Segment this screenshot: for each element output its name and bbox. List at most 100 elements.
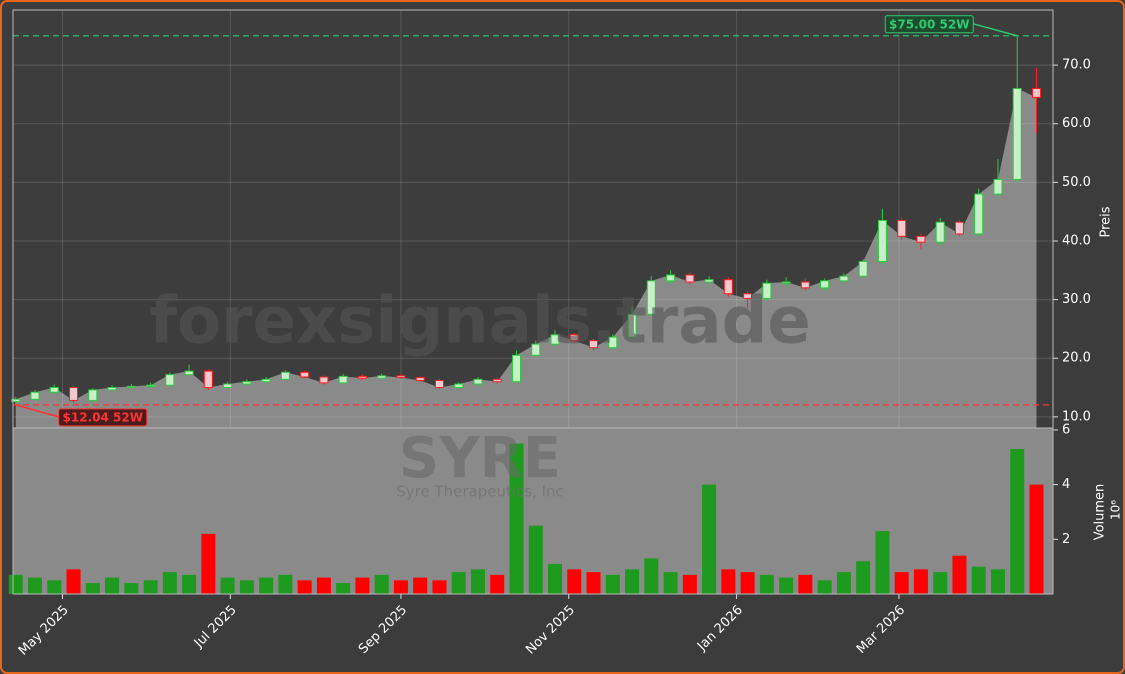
volume-bar	[586, 572, 601, 594]
volume-bar	[933, 572, 948, 594]
y-tick-label: 30.0	[1062, 292, 1091, 307]
candle-body	[800, 281, 810, 289]
volume-bar	[182, 574, 197, 594]
candle-body	[762, 282, 772, 299]
annotation-label: $12.04 52W	[63, 410, 143, 424]
candle-body	[146, 384, 156, 387]
volume-bar	[28, 577, 43, 594]
volume-bar	[625, 569, 640, 594]
volume-bar	[894, 572, 909, 594]
y-tick-label: 20.0	[1062, 351, 1091, 366]
volume-bar	[817, 580, 832, 594]
volume-bar	[702, 484, 717, 594]
volume-bar	[162, 572, 177, 594]
candle-body	[1012, 88, 1022, 180]
candle-body	[377, 375, 387, 379]
volume-bar	[278, 574, 293, 594]
candle-body	[627, 313, 637, 338]
volume-bar	[567, 569, 582, 594]
candle-body	[839, 275, 849, 282]
volume-bar	[220, 577, 235, 594]
candle-body	[300, 371, 310, 378]
candle-body	[897, 219, 907, 237]
volume-bar	[105, 577, 120, 594]
volume-bar	[413, 577, 428, 594]
volume-bar	[1010, 449, 1025, 594]
candle-body	[434, 380, 444, 389]
candle-body	[743, 293, 753, 299]
volume-bar	[355, 577, 370, 594]
candle-body	[511, 354, 521, 383]
volume-bar	[393, 580, 408, 594]
candle-body	[184, 370, 194, 376]
volume-bar	[66, 569, 81, 594]
volume-bar	[740, 572, 755, 594]
volume-bar	[239, 580, 254, 594]
volume-bar	[663, 572, 678, 594]
company-watermark: Syre Therapeutics, Inc	[396, 483, 564, 501]
volume-bar	[875, 531, 890, 594]
volume-bar	[548, 563, 563, 594]
y-axis-label: Preis	[1099, 206, 1114, 237]
candle-body	[454, 383, 464, 389]
candle-body	[280, 371, 290, 380]
close-area	[15, 88, 1037, 429]
candle-body	[396, 375, 406, 379]
volume-bar	[913, 569, 928, 594]
candle-body	[242, 381, 252, 385]
ticker-watermark: SYRE	[399, 426, 561, 491]
volume-bar	[721, 569, 736, 594]
volume-bar	[990, 569, 1005, 594]
candle-body	[704, 279, 714, 283]
candle-body	[415, 377, 425, 382]
volume-bar	[451, 572, 466, 594]
volume-bar	[297, 580, 312, 594]
candle-body	[1031, 88, 1041, 98]
volume-y-tick-label: 4	[1062, 477, 1070, 492]
volume-bar	[1029, 484, 1044, 594]
candle-body	[11, 398, 21, 403]
candle-body	[685, 274, 695, 283]
volume-bar	[143, 580, 158, 594]
candle-body	[820, 280, 830, 289]
volume-bar	[528, 525, 543, 594]
candle-body	[550, 334, 560, 345]
watermark: forexsignals.trade	[149, 285, 811, 359]
volume-bar	[259, 577, 274, 594]
volume-exponent: 10⁶	[1109, 500, 1123, 520]
volume-bar	[201, 533, 216, 594]
candle-body	[492, 378, 502, 383]
candle-body	[666, 274, 676, 282]
volume-axis-label: Volumen	[1093, 484, 1108, 541]
volume-bar	[336, 583, 351, 594]
candle-body	[974, 193, 984, 235]
volume-bar	[509, 443, 524, 594]
volume-bar	[605, 574, 620, 594]
volume-bar	[682, 574, 697, 594]
y-tick-label: 60.0	[1062, 116, 1091, 131]
annotation-arrow	[15, 404, 59, 418]
candle-body	[261, 378, 271, 383]
volume-bar	[47, 580, 62, 594]
candle-body	[88, 389, 98, 401]
candle-body	[107, 387, 117, 391]
y-tick-label: 70.0	[1062, 58, 1091, 73]
candle-body	[877, 219, 887, 263]
candle-body	[935, 221, 945, 243]
candle-body	[993, 178, 1003, 195]
candle-body	[916, 235, 926, 243]
volume-bar	[470, 569, 485, 594]
candle-body	[30, 391, 40, 400]
volume-bar	[374, 574, 389, 594]
volume-bar	[490, 574, 505, 594]
candle-body	[49, 387, 59, 393]
candle-body	[858, 261, 868, 277]
candle-body	[165, 374, 175, 386]
volume-y-tick-label: 6	[1062, 422, 1070, 437]
candle-body	[608, 336, 618, 349]
candle-body	[126, 385, 136, 389]
annotation-arrow	[973, 23, 1018, 37]
candle-body	[954, 221, 964, 235]
